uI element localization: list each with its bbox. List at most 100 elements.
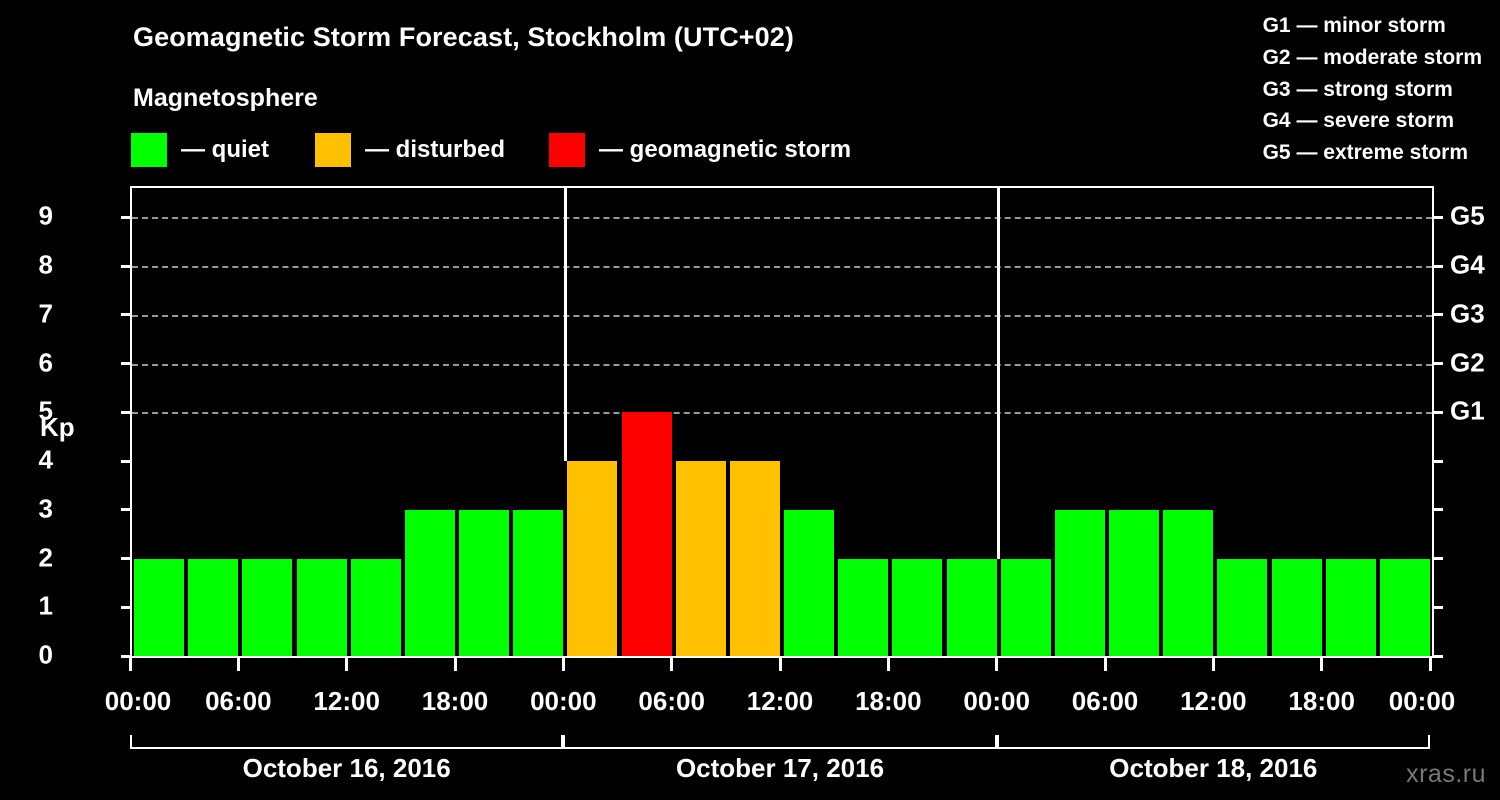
gridline-kp-9 [132,217,1432,220]
bar [1379,558,1430,656]
x-tick-10 [1211,658,1215,671]
x-tick-label-1: 06:00 [205,686,272,716]
y-tick-label-0: 0 [38,639,53,670]
bar [350,558,401,656]
date-label-2: October 17, 2016 [675,753,885,783]
plot-area [121,186,1443,658]
magnetosphere-section-label: Magnetosphere [133,84,318,112]
y-tick-5 [121,410,132,414]
x-tick-label-12: 00:00 [1388,686,1456,716]
y-tick-6 [121,362,132,365]
y-tick-4 [121,459,132,463]
gridline-kp-8 [132,266,1432,268]
y-tick-label-9: 9 [38,200,53,231]
y-tick-0 [121,654,132,658]
day-divider-2 [997,188,1001,559]
y-axis-title: Kp [40,412,75,442]
g-tick-5 [1432,410,1443,414]
y-tick-9 [121,215,132,219]
gridline-kp-5 [132,412,1432,415]
bar [1217,558,1268,656]
x-tick-6 [778,658,782,671]
date-labels: October 16, 2016 October 17, 2016 October … [130,753,1434,793]
x-tick-12 [1428,658,1432,671]
date-label-3: October 18, 2016 [1109,753,1318,783]
y-tick-label-4: 4 [38,444,53,475]
x-tick-label-10: 12:00 [1180,686,1247,716]
date-brackets [130,735,1434,751]
bar [188,558,239,656]
legend-label-quiet: — quiet [181,136,269,163]
y-tick-7 [121,313,132,317]
x-tick-9 [1103,658,1107,671]
date-bracket-2 [563,735,997,749]
legend-item-quiet: — quiet [131,133,269,167]
g-scale-line-g4: G4 — severe storm [1262,109,1455,133]
x-tick-label-2: 12:00 [313,686,380,716]
bar [892,558,943,656]
g-tick-1 [1432,605,1443,609]
bar [296,558,347,656]
bar [675,461,726,656]
g-tick-7 [1432,313,1443,317]
y-tick-1 [121,605,132,609]
red-swatch-icon [549,133,586,167]
bar [1325,558,1376,656]
x-tick-11 [1320,658,1324,671]
bar [1000,558,1051,656]
y-tick-label-1: 1 [38,590,53,621]
g-tick-0 [1432,654,1443,658]
x-tick-8 [995,658,999,671]
x-tick-2 [345,658,349,671]
x-axis-ticks [128,658,1434,672]
x-tick-label-7: 18:00 [855,686,922,716]
g-axis-label-g2: G2 [1450,347,1485,377]
x-tick-label-0: 00:00 [104,686,172,716]
date-label-1: October 16, 2016 [242,753,451,783]
date-bracket-1 [130,735,564,749]
orange-swatch-icon [315,133,351,167]
bar-series [132,188,1432,656]
x-tick-label-4: 00:00 [530,686,597,716]
bar [1054,509,1105,656]
y-tick-label-6: 6 [38,347,53,377]
g-axis-label-g4: G4 [1450,249,1485,280]
g-scale-legend: G1 — minor storm G2 — moderate storm G3 … [1263,10,1482,169]
y-tick-8 [121,264,132,268]
x-tick-5 [670,658,674,671]
bar [242,558,293,656]
x-tick-4 [561,658,565,671]
bar [1109,509,1160,656]
g-tick-8 [1432,264,1443,268]
y-tick-label-5: 5 [38,395,53,426]
g-tick-9 [1432,215,1443,219]
g-tick-2 [1432,557,1443,560]
x-tick-label-5: 06:00 [638,686,705,716]
plot-inner [132,188,1432,656]
x-tick-3 [453,658,457,671]
bar [729,461,780,656]
x-tick-label-9: 06:00 [1071,686,1139,716]
g-axis-label-g5: G5 [1450,200,1485,231]
bar [1163,509,1214,656]
gridline-kp-7 [132,314,1432,317]
g-tick-3 [1432,508,1443,512]
g-scale-line-g5: G5 — extreme storm [1262,141,1469,165]
g-axis-label-g3: G3 [1450,298,1485,329]
bar [1271,558,1322,656]
date-bracket-3 [996,735,1430,749]
bar [621,412,672,656]
x-tick-0 [128,658,132,671]
y-tick-label-2: 2 [38,542,53,572]
day-divider-1 [563,188,567,461]
g-scale-line-g3: G3 — strong storm [1262,77,1453,101]
legend-label-disturbed: — disturbed [365,136,506,163]
bar [838,558,889,656]
watermark: xras.ru [1406,760,1486,788]
bar [513,509,564,656]
y-tick-3 [121,508,132,512]
x-tick-7 [886,658,890,671]
bar [459,509,510,656]
color-legend: — quiet — disturbed — geomagnetic storm [131,133,851,167]
y-tick-2 [121,557,132,560]
